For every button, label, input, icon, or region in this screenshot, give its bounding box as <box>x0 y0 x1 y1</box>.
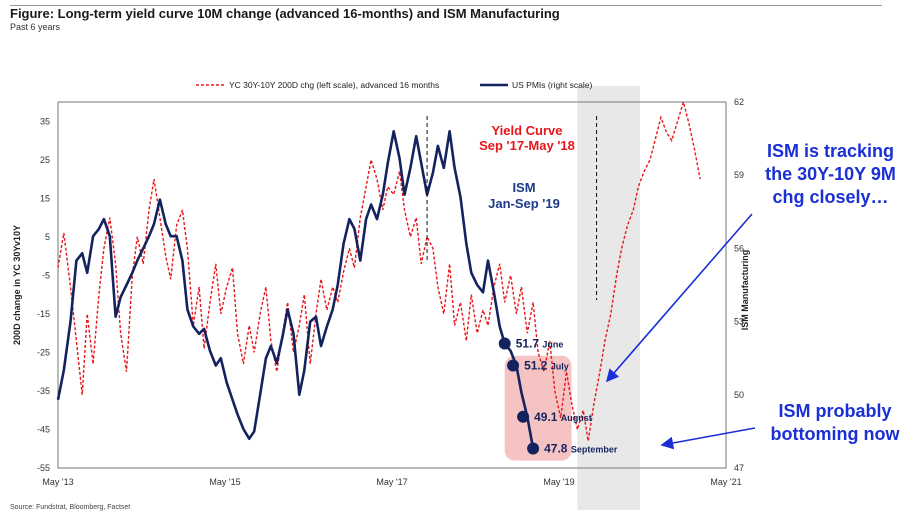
legend: YC 30Y-10Y 200D chg (left scale), advanc… <box>196 80 592 90</box>
y-right-axis-title: ISM Manufacturing <box>740 250 750 331</box>
legend-ism-label: US PMIs (right scale) <box>512 80 592 90</box>
y-right-tick-label: 47 <box>734 463 744 473</box>
ism-point-month: September <box>571 444 618 454</box>
ism-point-month: June <box>542 340 563 350</box>
callout-arrow-bottoming <box>660 427 756 450</box>
ism-point-marker <box>517 410 530 423</box>
plot-frame <box>57 101 727 469</box>
header-rule <box>10 5 882 6</box>
x-tick-label: May '15 <box>209 477 240 487</box>
y-left-tick-label: -45 <box>37 424 50 434</box>
callout-arrows <box>605 213 756 450</box>
ism-point-label: 49.1 August <box>534 410 592 424</box>
ism-point-month: July <box>551 362 569 372</box>
y-right-tick-label: 59 <box>734 170 744 180</box>
yc-period-label: Sep '17-May '18 <box>479 138 575 153</box>
callout-tracking: ISM is tracking the 30Y-10Y 9M chg close… <box>748 140 913 209</box>
callout-tracking-line-3: chg closely… <box>772 187 889 207</box>
callout-tracking-line-1: ISM is tracking <box>766 141 895 161</box>
x-tick-label: May '19 <box>543 477 574 487</box>
y-left-axis-title: 200D change in YC 30Yv10Y <box>12 225 22 345</box>
ism-point-value: 51.7 <box>516 337 543 351</box>
callout-arrow-tracking <box>605 213 753 383</box>
x-tick-label: May '17 <box>376 477 407 487</box>
chart-title: Figure: Long-term yield curve 10M change… <box>10 6 560 21</box>
ism-point-marker <box>498 337 511 350</box>
y-left-tick-label: 5 <box>45 232 50 242</box>
y-right-tick-label: 62 <box>734 97 744 107</box>
ism-period-label: ISM <box>512 180 535 195</box>
highlight-box <box>504 355 572 461</box>
series-ism-line <box>56 130 535 449</box>
ism-point-label: 47.8 September <box>544 441 618 455</box>
series-yc-line <box>57 99 701 442</box>
y-right-tick-label: 56 <box>734 243 744 253</box>
callout-bottoming-line-2: bottoming now <box>770 424 900 444</box>
legend-yc-label: YC 30Y-10Y 200D chg (left scale), advanc… <box>229 80 439 90</box>
y-left-tick-label: -25 <box>37 347 50 357</box>
callout-bottoming-line-1: ISM probably <box>778 401 892 421</box>
chart-subtitle: Past 6 years <box>10 22 61 32</box>
callout-tracking-line-2: the 30Y-10Y 9M <box>765 164 896 184</box>
ism-point-value: 47.8 <box>544 441 571 455</box>
y-left-tick-label: -35 <box>37 386 50 396</box>
y-left-tick-label: -5 <box>42 270 50 280</box>
ism-point-month: August <box>561 413 592 423</box>
ism-period-label: Jan-Sep '19 <box>488 196 560 211</box>
ism-point-marker <box>507 359 520 372</box>
axes: May '13 May '15 May '17 May '19 May '21 35 25 1… <box>12 97 750 487</box>
ism-point-label: 51.2 July <box>524 359 569 373</box>
ism-point-value: 51.2 <box>524 359 551 373</box>
callout-bottoming: ISM probably bottoming now <box>760 400 910 446</box>
x-tick-label: May '21 <box>710 477 741 487</box>
ism-point-value: 49.1 <box>534 410 561 424</box>
source-note: Source: Fundstrat, Bloomberg, Factset <box>10 504 131 511</box>
ism-point-label: 51.7 June <box>516 337 564 351</box>
y-left-tick-label: 25 <box>40 155 50 165</box>
y-left-tick-label: 35 <box>40 116 50 126</box>
y-right-tick-label: 53 <box>734 317 744 327</box>
series <box>56 99 701 449</box>
y-left-tick-label: -15 <box>37 309 50 319</box>
ism-point-marker <box>527 442 540 455</box>
x-tick-label: May '13 <box>42 477 73 487</box>
y-left-tick-label: -55 <box>37 463 50 473</box>
y-left-tick-label: 15 <box>40 193 50 203</box>
yc-period-label: Yield Curve <box>491 123 562 138</box>
y-right-tick-label: 50 <box>734 390 744 400</box>
